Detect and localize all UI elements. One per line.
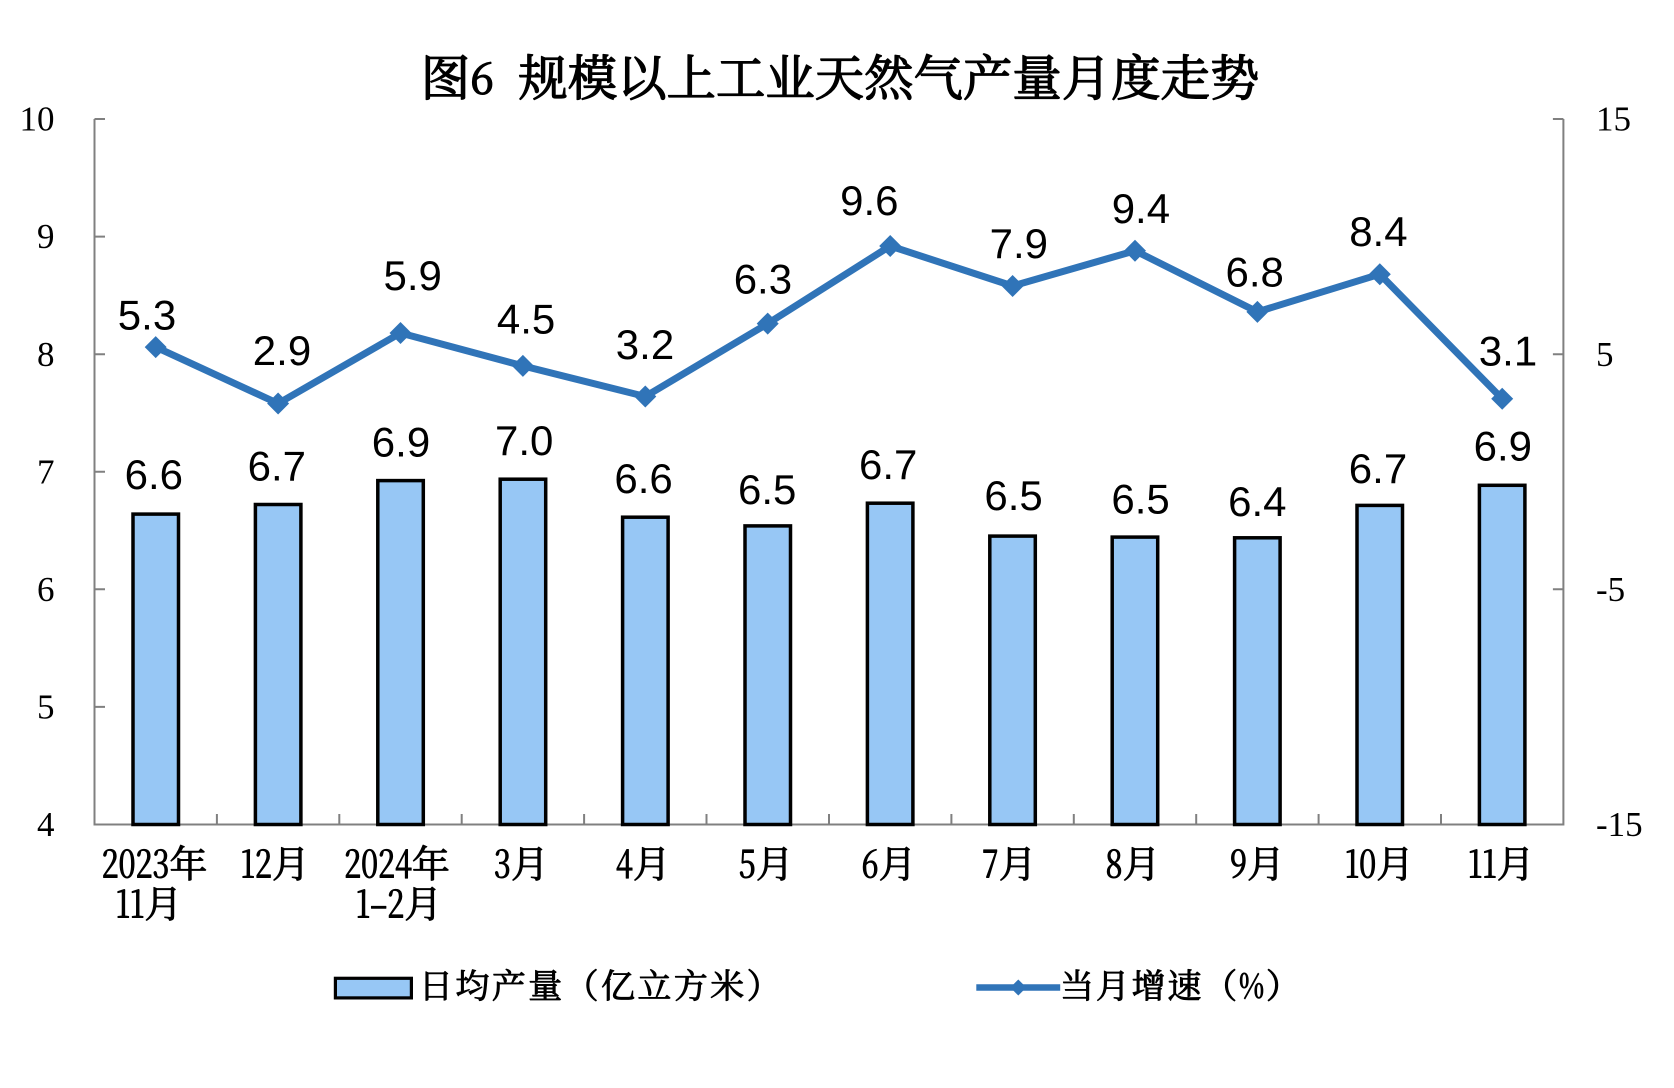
svg-text:6.7: 6.7	[1349, 445, 1407, 492]
svg-text:5: 5	[1596, 335, 1614, 374]
svg-text:5.3: 5.3	[118, 292, 176, 339]
svg-text:6.7: 6.7	[859, 441, 917, 488]
svg-text:6.7: 6.7	[248, 443, 306, 490]
svg-text:7.0: 7.0	[495, 417, 553, 464]
svg-text:6: 6	[37, 570, 55, 609]
svg-text:15: 15	[1596, 100, 1631, 139]
svg-text:6.8: 6.8	[1226, 248, 1284, 295]
svg-text:-5: -5	[1596, 570, 1625, 609]
svg-text:5: 5	[37, 688, 55, 727]
svg-text:4: 4	[37, 805, 55, 844]
svg-text:7: 7	[37, 452, 55, 491]
svg-text:5.9: 5.9	[384, 252, 442, 299]
svg-text:8.4: 8.4	[1349, 208, 1407, 255]
svg-text:6.9: 6.9	[1474, 423, 1532, 470]
svg-text:9.6: 9.6	[840, 177, 898, 224]
svg-text:3.2: 3.2	[616, 321, 674, 368]
svg-text:6.6: 6.6	[125, 451, 183, 498]
svg-text:2.9: 2.9	[253, 327, 311, 374]
svg-text:-15: -15	[1596, 805, 1643, 844]
svg-text:6.3: 6.3	[734, 256, 792, 303]
svg-text:9.4: 9.4	[1112, 185, 1170, 232]
svg-text:7.9: 7.9	[990, 220, 1048, 267]
svg-text:6.9: 6.9	[372, 419, 430, 466]
svg-text:6.5: 6.5	[1111, 476, 1169, 523]
svg-text:6.6: 6.6	[614, 455, 672, 502]
svg-text:8: 8	[37, 335, 55, 374]
svg-text:3.1: 3.1	[1479, 327, 1537, 374]
svg-text:6.5: 6.5	[984, 472, 1042, 519]
svg-text:4.5: 4.5	[497, 296, 555, 343]
svg-text:6.5: 6.5	[738, 466, 796, 513]
svg-text:9: 9	[37, 217, 55, 256]
svg-text:10: 10	[20, 100, 55, 139]
svg-text:6.4: 6.4	[1228, 478, 1286, 525]
